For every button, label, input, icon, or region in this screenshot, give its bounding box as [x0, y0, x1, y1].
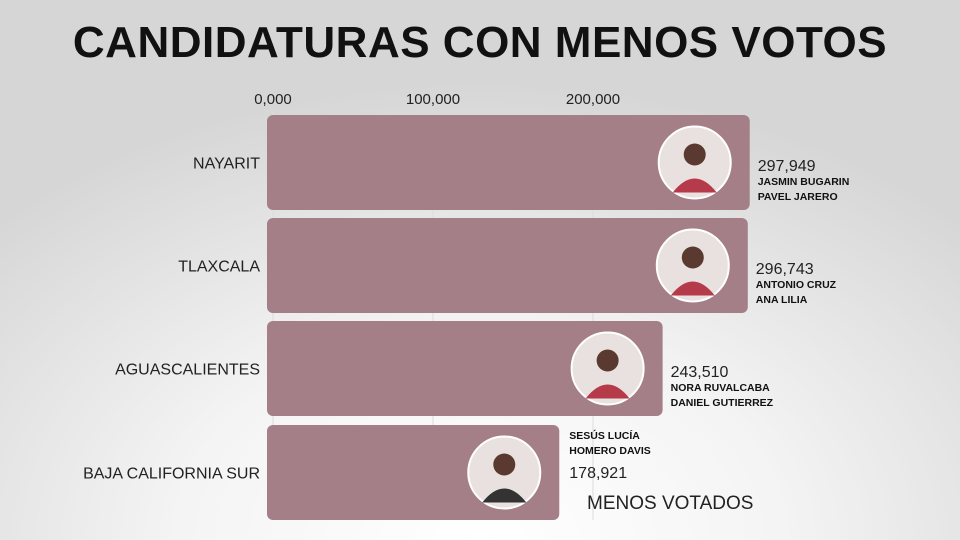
bar-nayarit	[267, 115, 750, 210]
legend-label: MENOS VOTADOS	[587, 493, 753, 514]
candidate-photo-head	[596, 349, 619, 372]
candidate-photo-head	[493, 453, 516, 476]
candidate-name: HOMERO DAVIS	[569, 445, 650, 457]
candidate-photo-body	[482, 488, 527, 503]
value-label: 178,921	[569, 465, 627, 482]
candidate-name: PAVEL JARERO	[758, 191, 838, 203]
candidate-photo-head	[683, 143, 706, 166]
candidate-name: ANTONIO CRUZ	[756, 279, 837, 291]
bar-tlaxcala	[267, 218, 748, 313]
candidate-name: JASMIN BUGARIN	[758, 176, 850, 188]
chart-title: CANDIDATURAS CON MENOS VOTOS	[72, 18, 888, 67]
x-tick-label: 0,000	[254, 91, 292, 108]
value-label: 243,510	[671, 364, 729, 381]
category-label: NAYARIT	[193, 156, 260, 173]
x-tick-label: 100,000	[406, 91, 460, 108]
candidate-name: SESÚS LUCÍA	[569, 429, 640, 442]
bar-aguascalientes	[267, 321, 663, 416]
candidate-photo-head	[681, 246, 704, 269]
candidate-name: ANA LILIA	[756, 294, 808, 306]
category-label: AGUASCALIENTES	[115, 362, 260, 379]
value-label: 297,949	[758, 158, 816, 175]
category-label: BAJA CALIFORNIA SUR	[83, 466, 260, 483]
candidate-photo-body	[585, 384, 630, 399]
candidate-name: DANIEL GUTIERREZ	[671, 397, 774, 409]
category-label: TLAXCALA	[178, 259, 260, 276]
candidate-photo-body	[672, 178, 717, 193]
candidate-name: NORA RUVALCABA	[671, 382, 771, 394]
x-tick-label: 200,000	[566, 91, 620, 108]
value-label: 296,743	[756, 261, 814, 278]
candidate-photo-body	[670, 281, 715, 296]
